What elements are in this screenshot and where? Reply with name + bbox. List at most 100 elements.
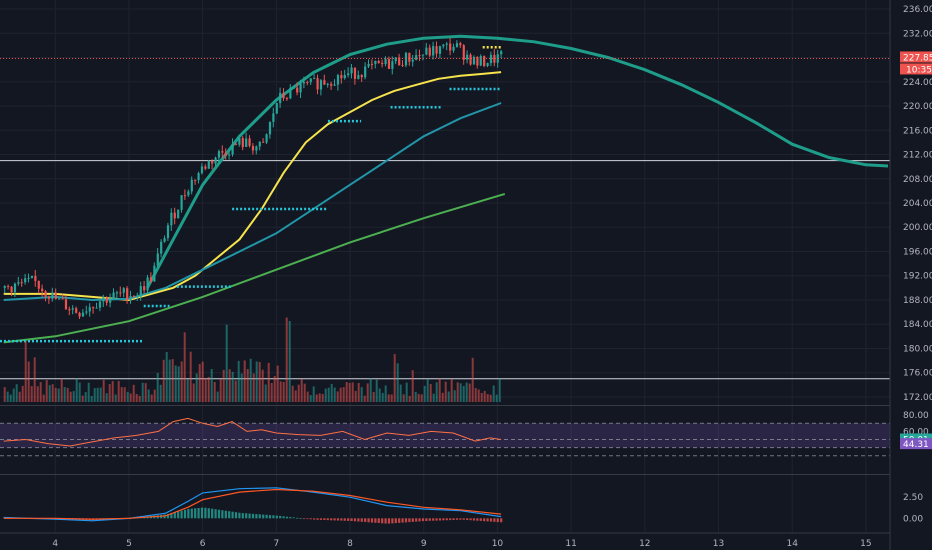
volume-bar (69, 391, 72, 402)
candle-body (425, 47, 428, 55)
candlesticks (3, 37, 503, 319)
macd-histogram-bar (442, 518, 445, 521)
macd-histogram-bar (177, 511, 180, 519)
candle-body (214, 157, 217, 164)
macd-panel[interactable] (3, 487, 503, 524)
time-tick-label: 13 (713, 539, 724, 549)
candle-body (469, 54, 472, 65)
candle-body (122, 288, 125, 293)
macd-histogram-bar (214, 509, 217, 519)
candle-body (126, 288, 129, 301)
volume-bar (45, 380, 48, 402)
volume-bar (72, 391, 75, 402)
volume-bar (63, 387, 66, 402)
volume-bar (183, 332, 186, 402)
candle-body (411, 59, 414, 62)
volume-bar (114, 394, 117, 402)
rsi-panel[interactable] (0, 417, 890, 457)
price-tick-label: 212.00 (903, 151, 932, 161)
time-tick-label: 14 (786, 539, 798, 549)
volume-bar (144, 383, 147, 402)
candle-body (493, 54, 496, 63)
macd-histogram-bar (411, 518, 414, 522)
candle-body (449, 43, 452, 51)
candle-body (129, 296, 132, 301)
macd-histogram-bar (387, 518, 391, 524)
price-tick-label: 184.00 (903, 320, 932, 330)
macd-histogram-bar (221, 510, 224, 519)
volume-bar (180, 361, 183, 402)
volume-bar (294, 390, 297, 402)
volume-bar (153, 389, 156, 402)
volume-bar (426, 378, 429, 402)
volume-bar (471, 357, 474, 402)
macd-histogram-bar (459, 518, 462, 520)
candle-body (398, 57, 401, 66)
panel-divider-macd (0, 474, 890, 475)
rsi-band (0, 423, 890, 448)
macd-histogram-bar (374, 518, 377, 523)
macd-histogram-bar (326, 518, 329, 521)
candle-body (245, 138, 248, 147)
volume-panel (3, 317, 501, 402)
volume-bar (327, 387, 330, 402)
volume-bar (48, 385, 51, 402)
candle-body (20, 282, 23, 284)
macd-histogram-bar (415, 518, 418, 522)
candle-body (421, 54, 425, 56)
macd-histogram-bar (238, 512, 241, 519)
volume-bar (246, 369, 249, 402)
macd-histogram-bar (432, 518, 435, 521)
volume-bar (348, 382, 351, 402)
candle-body (404, 52, 408, 66)
volume-bar (462, 385, 465, 402)
macd-histogram-bar (347, 518, 350, 521)
macd-histogram-bar (275, 515, 278, 519)
volume-bar (120, 387, 123, 402)
candle-body (289, 87, 292, 99)
macd-histogram-bar (180, 510, 183, 519)
volume-bar (402, 394, 405, 402)
volume-bar (267, 362, 270, 402)
macd-histogram-bar (435, 518, 438, 521)
price-panel[interactable] (0, 34, 890, 380)
moving-averages (3, 71, 506, 344)
volume-bar (108, 384, 111, 402)
volume-bar (498, 378, 501, 402)
macd-histogram-bar (251, 513, 255, 519)
candle-body (279, 92, 282, 104)
candle-body (68, 309, 71, 311)
macd-histogram-bar (418, 518, 421, 522)
time-axis-labels[interactable]: 4 5 6 7 8 9 10 11 12 13 14 15 (52, 539, 871, 549)
volume-bar (405, 382, 408, 402)
price-tick-label: 188.00 (903, 296, 932, 306)
candle-body (296, 87, 299, 93)
volume-bar (147, 389, 150, 402)
candle-body (3, 286, 6, 288)
candle-body (367, 63, 370, 67)
volume-bar (186, 378, 189, 402)
candle-body (316, 78, 319, 90)
candle-body (224, 152, 227, 156)
macd-histogram-bar (496, 518, 499, 523)
candle-body (340, 75, 343, 79)
volume-bar (414, 391, 417, 402)
rsi-tick-label: 60.00 (903, 427, 929, 437)
price-tick-label: 172.00 (903, 393, 932, 403)
candle-body (163, 238, 166, 242)
candle-body (353, 67, 357, 79)
volume-bar (372, 391, 375, 402)
volume-bar (234, 380, 237, 402)
volume-bar (60, 378, 63, 402)
macd-histogram-bar (381, 518, 384, 524)
price-axis[interactable] (890, 0, 932, 550)
volume-bar (333, 387, 336, 402)
candle-body (387, 59, 391, 69)
volume-bar (309, 395, 312, 402)
macd-histogram-bar (486, 518, 489, 522)
time-tick-label: 12 (639, 539, 650, 549)
candle-body (313, 78, 316, 80)
macd-histogram-bar (265, 514, 268, 519)
volume-bar (315, 394, 318, 402)
